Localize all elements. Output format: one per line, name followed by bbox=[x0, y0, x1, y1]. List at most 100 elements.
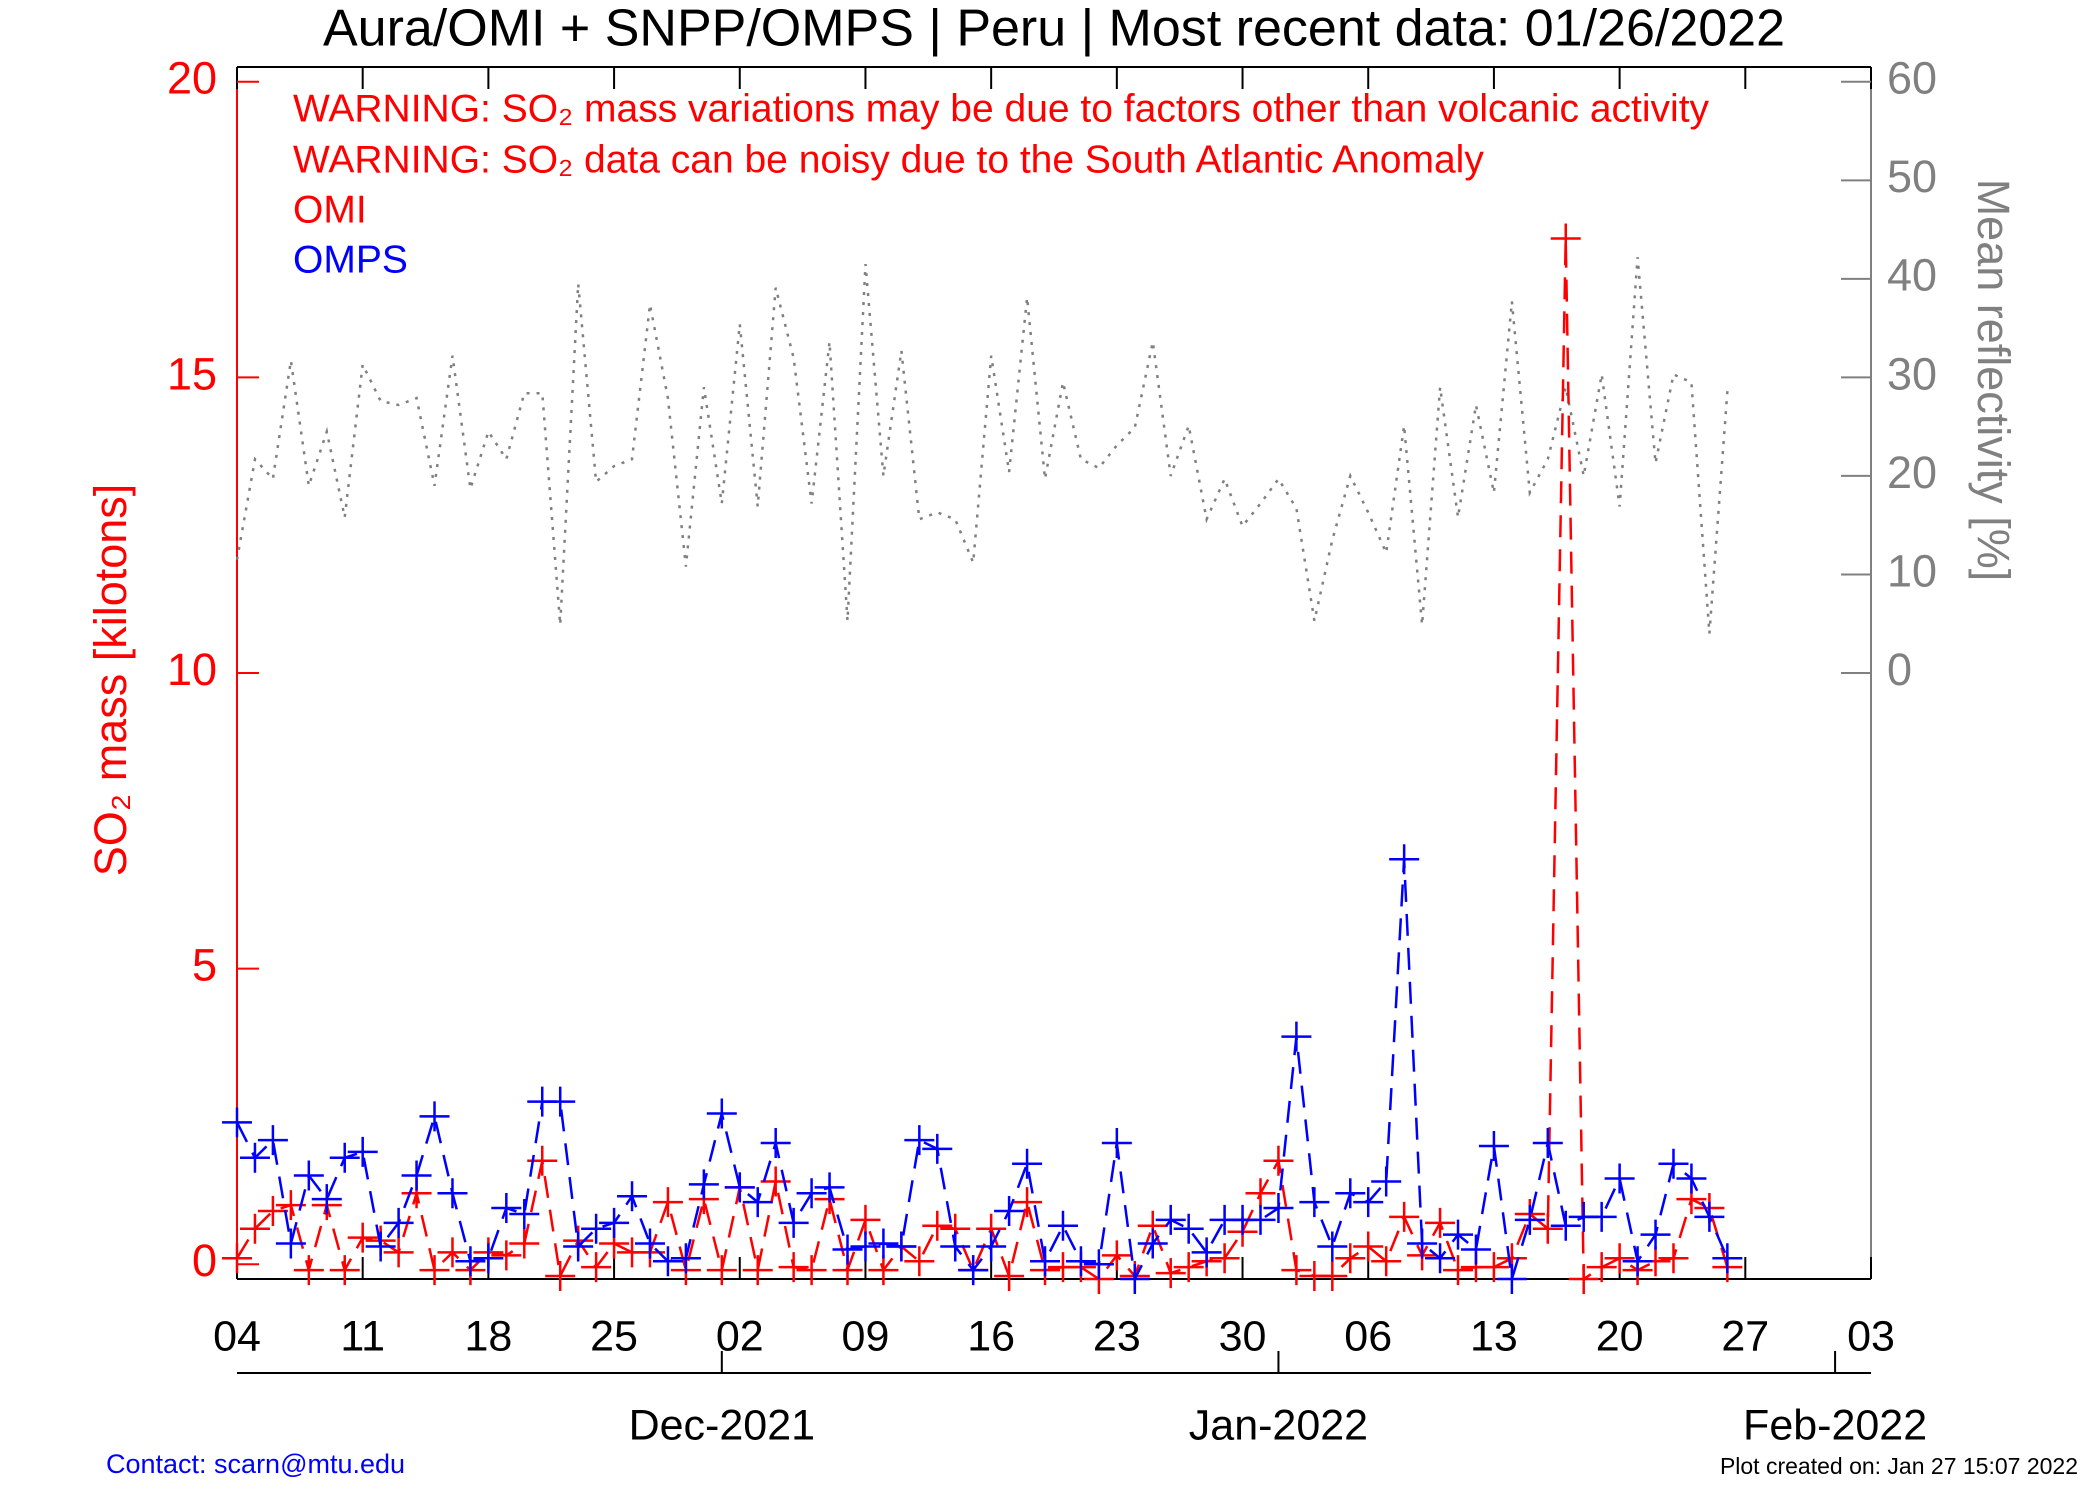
plus-marker bbox=[850, 1231, 881, 1262]
plus-marker bbox=[724, 1172, 755, 1203]
x-tick-label: 25 bbox=[590, 1312, 638, 1360]
x-tick-label: 06 bbox=[1344, 1312, 1392, 1360]
plus-marker bbox=[850, 1204, 881, 1235]
plus-marker bbox=[1676, 1163, 1707, 1194]
plus-marker bbox=[1604, 1243, 1635, 1274]
plus-marker bbox=[1030, 1246, 1061, 1277]
y2-tick-label: 10 bbox=[1887, 545, 1937, 596]
plus-marker bbox=[1532, 1213, 1563, 1244]
plus-marker bbox=[1460, 1234, 1491, 1265]
plus-marker bbox=[1658, 1148, 1689, 1179]
plus-marker bbox=[365, 1231, 396, 1262]
plus-marker bbox=[706, 1255, 737, 1286]
plus-marker bbox=[1389, 1201, 1420, 1232]
plus-marker bbox=[1281, 1021, 1312, 1052]
plus-marker bbox=[347, 1222, 378, 1253]
series-line bbox=[235, 859, 1729, 1284]
plus-marker bbox=[1443, 1219, 1474, 1250]
plus-marker bbox=[760, 1128, 791, 1159]
plus-marker bbox=[329, 1142, 360, 1173]
plus-marker bbox=[1550, 223, 1581, 254]
y-tick-label: 15 bbox=[167, 348, 217, 399]
plus-marker bbox=[760, 1166, 791, 1197]
plus-marker bbox=[509, 1198, 540, 1229]
plus-marker bbox=[1299, 1187, 1330, 1218]
plus-marker bbox=[1317, 1231, 1348, 1262]
plus-marker bbox=[581, 1213, 612, 1244]
plus-marker bbox=[814, 1172, 845, 1203]
x-tick-label: 20 bbox=[1596, 1312, 1644, 1360]
month-label: Feb-2022 bbox=[1743, 1401, 1927, 1449]
plus-marker bbox=[347, 1136, 378, 1167]
plus-marker bbox=[1101, 1128, 1132, 1159]
x-tick-label: 18 bbox=[464, 1312, 512, 1360]
plus-marker bbox=[796, 1178, 827, 1209]
plus-marker bbox=[419, 1101, 450, 1132]
plus-marker bbox=[1155, 1258, 1186, 1289]
plus-marker bbox=[1353, 1231, 1384, 1262]
x-tick-label: 30 bbox=[1219, 1312, 1267, 1360]
plus-marker bbox=[778, 1252, 809, 1283]
y-tick-label: 10 bbox=[167, 644, 217, 695]
plus-marker bbox=[509, 1228, 540, 1259]
plus-marker bbox=[563, 1231, 594, 1262]
plus-marker bbox=[1443, 1255, 1474, 1286]
plus-marker bbox=[599, 1207, 630, 1238]
plus-marker bbox=[239, 1142, 270, 1173]
y2-tick-label: 60 bbox=[1887, 53, 1937, 104]
plus-marker bbox=[257, 1125, 288, 1156]
plus-marker bbox=[275, 1228, 306, 1259]
y2-tick-label: 30 bbox=[1887, 348, 1937, 399]
plus-marker bbox=[994, 1196, 1025, 1227]
plus-marker bbox=[437, 1178, 468, 1209]
plus-marker bbox=[1586, 1201, 1617, 1232]
plus-marker bbox=[581, 1252, 612, 1283]
plus-marker bbox=[1083, 1249, 1114, 1280]
plus-marker bbox=[868, 1228, 899, 1259]
plus-marker bbox=[473, 1243, 504, 1274]
plus-marker bbox=[994, 1261, 1025, 1292]
y2-axis-label: Mean reflectivity [%] bbox=[1968, 179, 2019, 582]
plus-marker bbox=[1640, 1219, 1671, 1250]
plus-marker bbox=[1047, 1210, 1078, 1241]
plus-marker bbox=[1478, 1130, 1509, 1161]
plus-marker bbox=[796, 1255, 827, 1286]
plus-marker bbox=[832, 1234, 863, 1265]
plus-marker bbox=[257, 1196, 288, 1227]
plus-marker bbox=[1532, 1128, 1563, 1159]
plus-marker bbox=[1317, 1261, 1348, 1292]
y-tick-label: 20 bbox=[167, 53, 217, 104]
plus-marker bbox=[1568, 1264, 1599, 1294]
plus-marker bbox=[904, 1246, 935, 1277]
y2-tick-label: 0 bbox=[1887, 644, 1912, 695]
plus-marker bbox=[886, 1231, 917, 1262]
month-label: Dec-2021 bbox=[629, 1401, 815, 1449]
plus-marker bbox=[652, 1246, 683, 1277]
plus-marker bbox=[455, 1246, 486, 1277]
x-tick-label: 27 bbox=[1721, 1312, 1769, 1360]
plus-marker bbox=[634, 1228, 665, 1259]
plus-marker bbox=[1353, 1187, 1384, 1218]
x-tick-label: 13 bbox=[1470, 1312, 1518, 1360]
plus-marker bbox=[1496, 1264, 1527, 1294]
plus-marker bbox=[1335, 1178, 1366, 1209]
plus-marker bbox=[545, 1261, 576, 1292]
plus-marker bbox=[1586, 1252, 1617, 1283]
y-tick-label: 5 bbox=[192, 940, 217, 991]
month-label: Jan-2022 bbox=[1189, 1401, 1368, 1449]
plus-marker bbox=[545, 1086, 576, 1117]
x-tick-label: 23 bbox=[1093, 1312, 1141, 1360]
y2-tick-label: 40 bbox=[1887, 250, 1937, 301]
contact: Contact: scarn@mtu.edu bbox=[106, 1449, 405, 1479]
plus-marker bbox=[1012, 1148, 1043, 1179]
warning: WARNING: SO₂ mass variations may be due … bbox=[293, 87, 1710, 130]
plus-marker bbox=[1389, 844, 1420, 875]
plus-marker bbox=[1065, 1246, 1096, 1277]
y2-tick-label: 50 bbox=[1887, 151, 1937, 202]
plus-marker bbox=[1694, 1201, 1725, 1232]
x-tick-label: 03 bbox=[1847, 1312, 1895, 1360]
plus-marker bbox=[922, 1210, 953, 1241]
x-tick-label: 04 bbox=[213, 1312, 261, 1360]
plus-marker bbox=[1209, 1243, 1240, 1274]
